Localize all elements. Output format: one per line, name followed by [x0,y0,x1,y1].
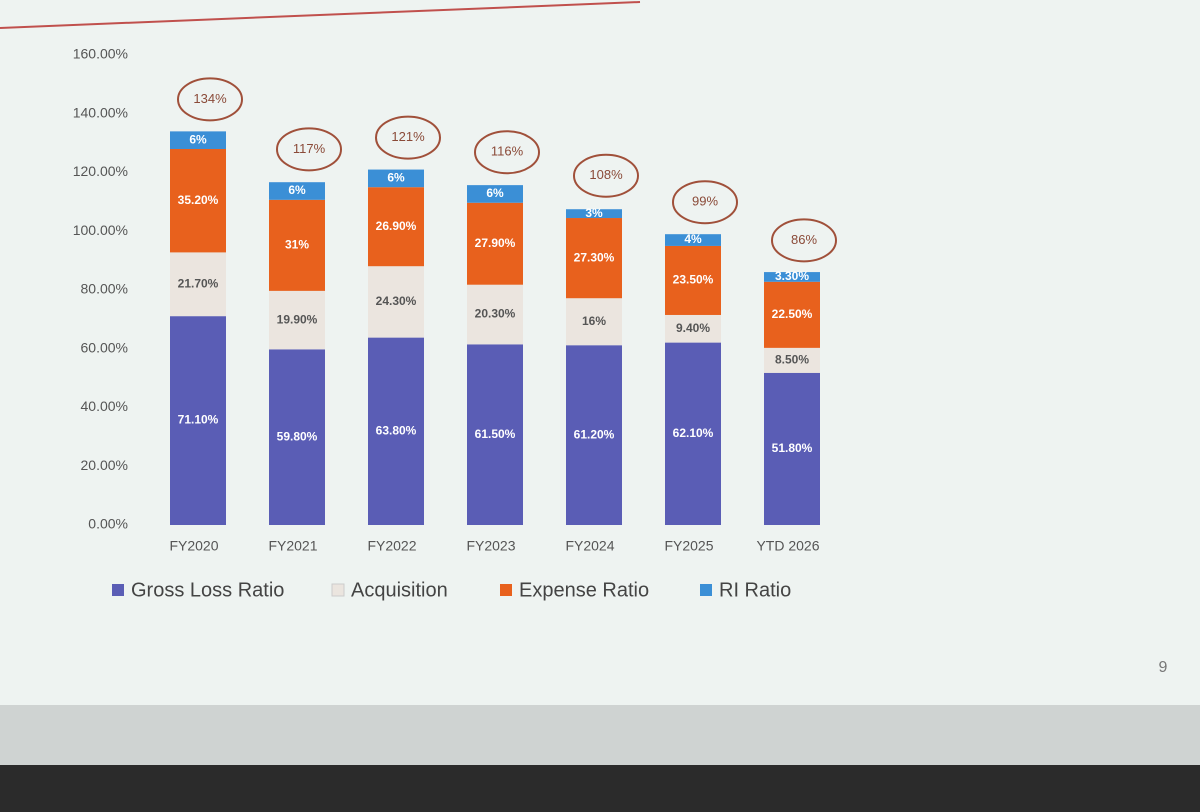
legend-swatch [700,584,712,596]
bar-segment [764,372,820,525]
y-tick-label: 100.00% [73,222,128,238]
data-label: 22.50% [772,307,813,321]
bar-segment [467,202,523,285]
bar-segment [269,182,325,200]
data-label: 35.20% [178,193,219,207]
bar-segment [764,281,820,348]
bar-segment [368,266,424,338]
bar-segment [170,252,226,317]
y-tick-label: 60.00% [81,339,128,355]
bar-segment [665,342,721,525]
data-label: 6% [189,132,207,146]
data-label: 61.20% [574,427,615,441]
data-label: 26.90% [376,219,417,233]
bar-segment [269,349,325,525]
bar-segment [368,169,424,188]
data-label: 61.50% [475,427,516,441]
page-number: 9 [1159,659,1168,676]
y-tick-label: 20.00% [81,457,128,473]
total-label: 117% [293,141,326,156]
total-circle [375,115,441,160]
total-label: 134% [193,91,227,106]
x-tick-label: FY2025 [664,538,713,554]
bar-segment [467,344,523,525]
bar-segment [665,234,721,246]
bar-segment [467,185,523,203]
legend-label: Gross Loss Ratio [131,579,284,601]
total-label: 99% [692,194,718,209]
bar-segment [170,131,226,149]
data-label: 51.80% [772,441,813,455]
bar-segment [566,345,622,525]
bar-segment [467,284,523,345]
y-tick-label: 80.00% [81,281,128,297]
legend-label: Acquisition [351,579,448,601]
data-label: 6% [288,183,306,197]
x-tick-label: FY2024 [565,538,614,554]
total-circle [771,218,837,263]
x-tick-label: FY2021 [268,538,317,554]
x-tick-label: FY2022 [367,538,416,554]
total-label: 121% [391,129,425,144]
data-label: 19.90% [277,312,318,326]
data-label: 59.80% [277,429,318,443]
total-circle [276,127,342,172]
y-tick-label: 0.00% [88,516,128,532]
bar-segment [665,314,721,343]
data-label: 16% [582,314,606,328]
y-tick-label: 40.00% [81,398,128,414]
bar-segment [368,337,424,525]
data-label: 71.10% [178,413,219,427]
total-circle [177,77,243,122]
bar-segment [764,347,820,373]
total-circle [573,153,639,198]
data-label: 20.30% [475,307,516,321]
data-label: 21.70% [178,276,219,290]
data-label: 27.90% [475,236,516,250]
legend-swatch [500,584,512,596]
data-label: 3% [585,206,603,220]
header-rule [0,1,641,29]
bar-segment [269,199,325,291]
total-circle [474,130,540,175]
bar-segment [764,272,820,282]
data-label: 8.50% [775,353,809,367]
y-tick-label: 120.00% [73,163,128,179]
total-label: 108% [589,167,623,182]
bar-segment [368,187,424,267]
legend-swatch [112,584,124,596]
data-label: 4% [684,232,702,246]
data-label: 6% [486,186,504,200]
total-label: 116% [491,144,524,159]
bar-segment [269,290,325,350]
screen-edge [0,705,1200,765]
bar-segment [665,245,721,315]
bar-segment [170,149,226,253]
x-tick-label: FY2020 [169,538,218,554]
data-label: 63.80% [376,423,417,437]
data-label: 23.50% [673,273,714,287]
data-label: 27.30% [574,250,615,264]
total-label: 86% [791,232,817,247]
data-label: 9.40% [676,321,710,335]
x-tick-label: FY2023 [466,538,515,554]
legend-label: RI Ratio [719,579,791,601]
y-tick-label: 140.00% [73,104,128,120]
bar-segment [566,298,622,346]
data-label: 31% [285,238,309,252]
x-tick-label: YTD 2026 [756,538,819,554]
data-label: 24.30% [376,294,417,308]
data-label: 6% [387,171,405,185]
bar-segment [566,218,622,299]
data-label: 3.30% [775,269,809,283]
legend-label: Expense Ratio [519,579,649,601]
legend-swatch [331,583,345,597]
total-circle [672,180,738,225]
bar-segment [170,316,226,525]
bar-segment [566,209,622,219]
data-label: 62.10% [673,426,714,440]
y-tick-label: 160.00% [73,46,128,62]
